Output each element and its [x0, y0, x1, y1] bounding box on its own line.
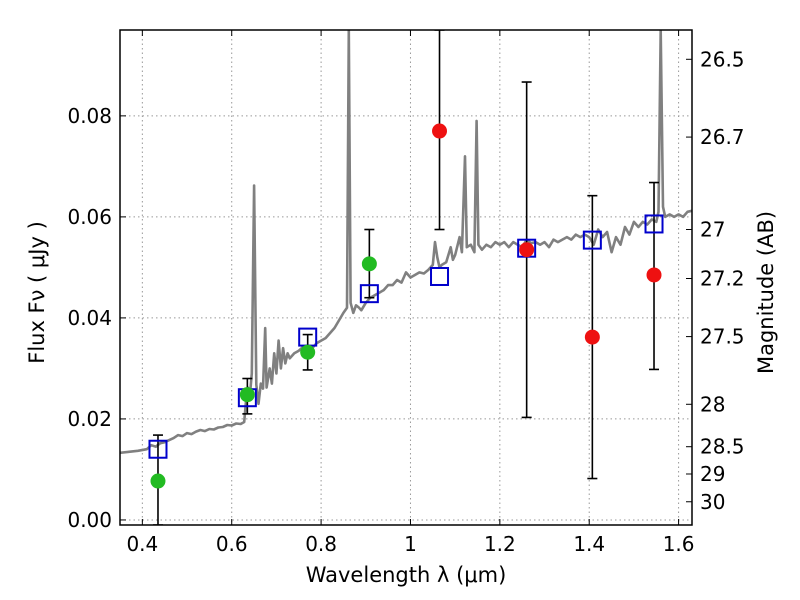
model-spectrum — [120, 30, 692, 455]
error-bars — [152, 30, 660, 525]
y-axis-ticks: 0.00 0.02 0.04 0.06 0.08 — [67, 104, 126, 532]
y-tick-label: 0.00 — [67, 508, 112, 532]
y2-tick-label: 26.7 — [700, 125, 745, 149]
y-axis-label: Flux Fν ( μJy ) — [25, 221, 49, 364]
y2-tick-label: 28 — [700, 392, 725, 416]
x-tick-label: 0.4 — [126, 532, 158, 556]
y-tick-label: 0.06 — [67, 205, 112, 229]
x-tick-label: 1.2 — [484, 532, 516, 556]
x-tick-label: 1 — [404, 532, 417, 556]
x-tick-label: 1.6 — [663, 532, 695, 556]
observed-optical-point — [239, 387, 255, 403]
observed-nir-point — [646, 267, 662, 283]
model-photometry-square — [644, 214, 664, 234]
y2-tick-label: 27.5 — [700, 325, 745, 349]
plot-frame — [119, 29, 693, 526]
model-photometry-square — [359, 284, 379, 304]
model-spectrum-line — [120, 30, 692, 455]
observed-optical-point — [300, 344, 316, 360]
observed-photometry-markers — [150, 123, 662, 489]
y2-tick-label: 27.2 — [700, 267, 745, 291]
grid — [120, 30, 692, 525]
observed-nir-point — [584, 329, 600, 345]
x-tick-label: 1.4 — [573, 532, 605, 556]
y2-axis-ticks: 26.5 26.7 27 27.2 27.5 28 28.5 29 30 — [686, 47, 745, 514]
observed-optical-point — [361, 256, 377, 272]
model-photometry-square — [430, 266, 450, 286]
model-photometry-square — [148, 439, 168, 459]
x-axis-label: Wavelength λ (μm) — [306, 563, 507, 587]
y2-tick-label: 27 — [700, 218, 725, 242]
y2-axis-label: Magnitude (AB) — [754, 211, 778, 374]
observed-nir-point — [432, 123, 448, 139]
observed-nir-point — [519, 242, 535, 258]
y2-tick-label: 26.5 — [700, 47, 745, 71]
model-photometry-square — [582, 230, 602, 250]
y-tick-label: 0.04 — [67, 306, 112, 330]
x-axis-ticks: 0.4 0.6 0.8 1 1.2 1.4 1.6 — [126, 30, 695, 556]
y2-tick-label: 28.5 — [700, 435, 745, 459]
observed-optical-point — [150, 473, 166, 489]
y2-tick-label: 30 — [700, 490, 725, 514]
y-tick-label: 0.02 — [67, 407, 112, 431]
x-tick-label: 0.6 — [216, 532, 248, 556]
y-tick-label: 0.08 — [67, 104, 112, 128]
y2-tick-label: 29 — [700, 462, 725, 486]
x-tick-label: 0.8 — [305, 532, 337, 556]
